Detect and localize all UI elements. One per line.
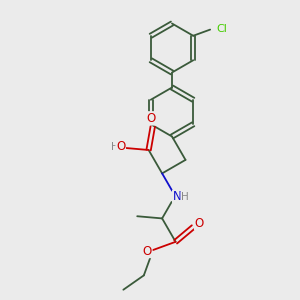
Text: O: O bbox=[195, 217, 204, 230]
Text: O: O bbox=[142, 244, 152, 257]
Text: H: H bbox=[181, 192, 189, 202]
Text: H: H bbox=[111, 142, 119, 152]
Text: N: N bbox=[173, 190, 182, 203]
Text: Cl: Cl bbox=[217, 24, 228, 34]
Text: O: O bbox=[146, 112, 155, 125]
Text: O: O bbox=[116, 140, 125, 153]
